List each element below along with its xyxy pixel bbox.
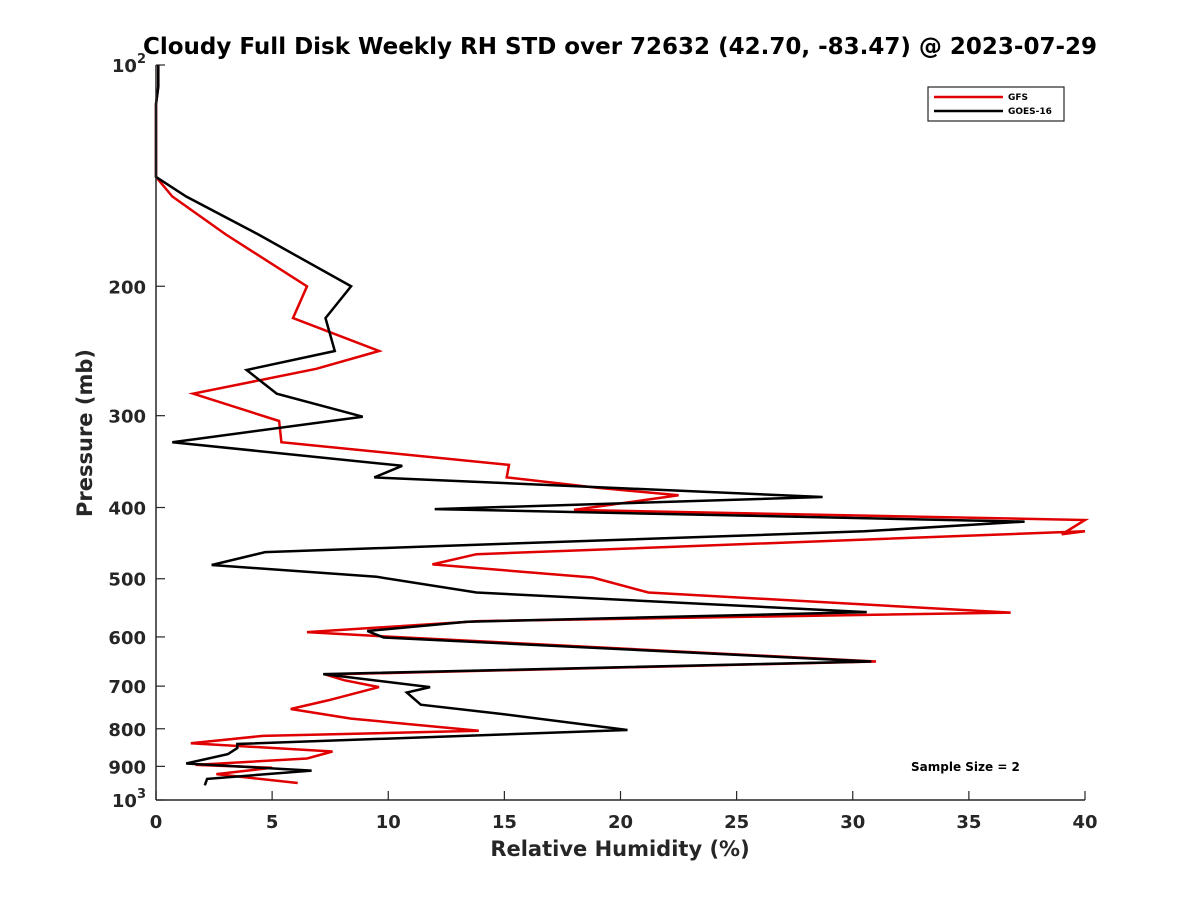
- legend: GFS GOES-16: [927, 86, 1065, 122]
- x-tick-label: 35: [956, 812, 981, 833]
- sample-size-annotation: Sample Size = 2: [911, 760, 1020, 774]
- series-layer: [154, 65, 1090, 786]
- y-axis-label: Pressure (mb): [73, 349, 97, 517]
- y-tick-label: 700: [108, 677, 146, 698]
- x-tick-label: 30: [840, 812, 865, 833]
- x-axis-label: Relative Humidity (%): [490, 837, 749, 861]
- y-tick-label: 500: [108, 570, 146, 591]
- y-tick-label: 900: [108, 757, 146, 778]
- y-tick-label: 103: [112, 787, 146, 812]
- x-tick-label: 5: [266, 812, 279, 833]
- series-line-goes-16: [154, 65, 1025, 786]
- x-tick-label: 15: [492, 812, 517, 833]
- y-ticks: 102 200 300 400 500 600 700 800 900 103: [108, 52, 165, 812]
- legend-box: [927, 86, 1065, 122]
- y-tick-label: 400: [108, 499, 146, 520]
- x-tick-label: 25: [724, 812, 749, 833]
- x-ticks: 0 5 10 15 20 25 30 35 40: [150, 791, 1098, 833]
- x-tick-label: 20: [608, 812, 633, 833]
- x-tick-label: 0: [150, 812, 163, 833]
- y-tick-label: 600: [108, 628, 146, 649]
- legend-label-gfs: GFS: [1008, 93, 1028, 103]
- y-tick-label: 102: [112, 52, 146, 77]
- y-tick-label: 800: [108, 720, 146, 741]
- chart-title: Cloudy Full Disk Weekly RH STD over 7263…: [143, 34, 1097, 60]
- y-tick-label: 300: [108, 407, 146, 428]
- y-tick-label: 200: [108, 277, 146, 298]
- x-tick-label: 40: [1072, 812, 1097, 833]
- series-line-gfs: [154, 65, 1090, 785]
- plot-area: 0 5 10 15 20 25 30 35 40 102 200 300 400 500 600 700 80…: [108, 52, 1097, 833]
- x-tick-label: 10: [376, 812, 401, 833]
- legend-label-goes-16: GOES-16: [1008, 107, 1052, 117]
